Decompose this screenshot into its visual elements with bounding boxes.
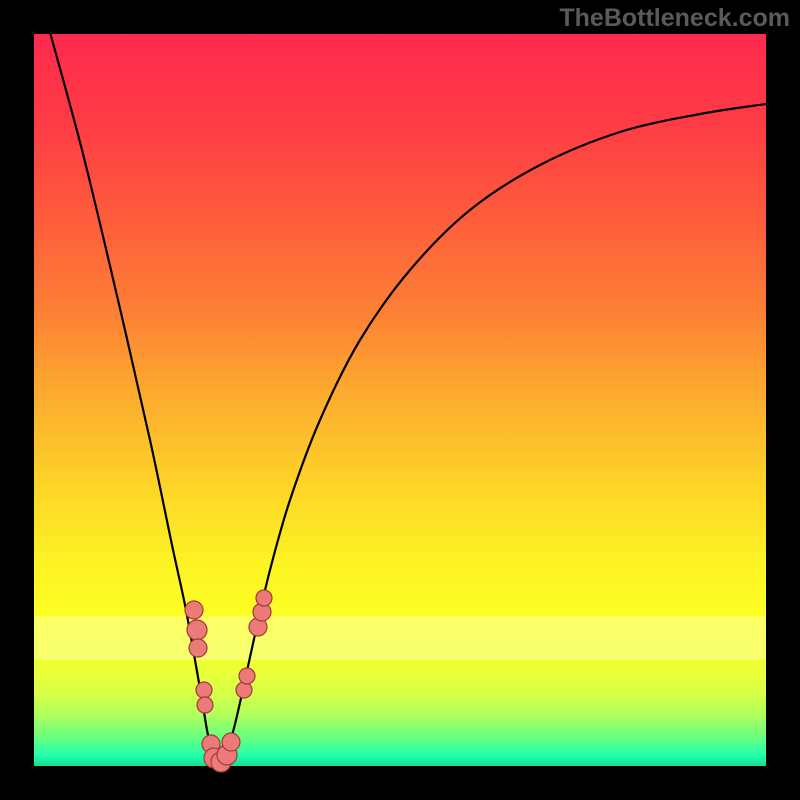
watermark-text: TheBottleneck.com	[559, 4, 790, 33]
heatmap-background	[34, 34, 766, 766]
chart-root: TheBottleneck.com	[0, 0, 800, 800]
